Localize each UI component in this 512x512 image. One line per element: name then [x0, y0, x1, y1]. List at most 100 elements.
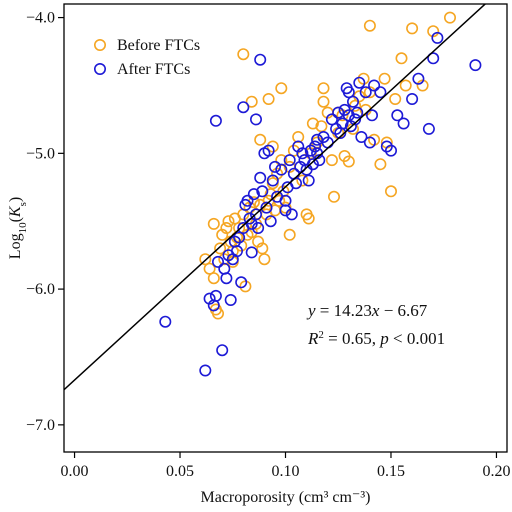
point-after-ftcs	[427, 52, 440, 65]
point-before-ftcs	[292, 131, 305, 144]
y-axis-title-part: s	[17, 202, 29, 206]
point-before-ftcs	[264, 188, 277, 201]
point-before-ftcs	[266, 140, 279, 153]
point-after-ftcs	[252, 222, 265, 235]
fit-statistics-part: = 0.65,	[324, 329, 380, 348]
legend-marker	[94, 38, 107, 51]
point-after-ftcs	[306, 158, 319, 171]
point-after-ftcs	[254, 53, 267, 66]
fit-equation-part: 4	[342, 301, 351, 320]
point-after-ftcs	[256, 185, 269, 198]
point-after-ftcs	[355, 131, 368, 144]
y-tick-label: −5.0	[26, 145, 55, 162]
point-after-ftcs	[289, 177, 302, 190]
point-after-ftcs	[342, 86, 355, 99]
point-after-ftcs	[351, 106, 364, 119]
point-after-ftcs	[209, 289, 222, 302]
point-before-ftcs	[325, 154, 338, 167]
point-after-ftcs	[365, 109, 378, 122]
point-before-ftcs	[306, 117, 319, 130]
point-after-ftcs	[220, 272, 233, 285]
point-before-ftcs	[378, 72, 391, 85]
point-after-ftcs	[359, 86, 372, 99]
fit-statistics-part: p	[379, 329, 389, 348]
x-tick-label: 0.15	[377, 463, 405, 480]
fit-statistics-part: R	[307, 329, 319, 348]
point-after-ftcs	[325, 113, 338, 126]
point-after-ftcs	[209, 114, 222, 127]
fit-equation-part: 7	[419, 301, 428, 320]
y-axis-title-part: 10	[17, 222, 29, 234]
point-after-ftcs	[336, 117, 349, 130]
point-after-ftcs	[304, 144, 317, 157]
point-after-ftcs	[397, 117, 410, 130]
point-after-ftcs	[262, 144, 275, 157]
point-before-ftcs	[233, 222, 246, 235]
fit-equation: y = 14.23x − 6.67	[306, 301, 428, 320]
point-after-ftcs	[342, 109, 355, 122]
point-before-ftcs	[317, 95, 330, 108]
point-after-ftcs	[224, 293, 237, 306]
point-after-ftcs	[346, 95, 359, 108]
y-axis-title-part: (	[7, 217, 24, 222]
point-after-ftcs	[254, 171, 267, 184]
x-tick-label: 0.05	[166, 463, 194, 480]
point-before-ftcs	[384, 185, 397, 198]
point-after-ftcs	[279, 194, 292, 207]
point-after-ftcs	[353, 76, 366, 89]
point-after-ftcs	[212, 255, 225, 268]
fit-equation-part: 6	[410, 301, 419, 320]
legend-marker	[94, 62, 107, 75]
point-after-ftcs	[264, 215, 277, 228]
point-after-ftcs	[216, 344, 229, 357]
x-axis-title: Macroporosity (cm³ cm⁻³)	[201, 489, 371, 506]
point-after-ftcs	[233, 231, 246, 244]
point-after-ftcs	[380, 140, 393, 153]
point-before-ftcs	[327, 190, 340, 203]
point-after-ftcs	[469, 59, 482, 72]
y-tick-label: −7.0	[26, 417, 55, 434]
point-before-ftcs	[214, 242, 227, 255]
point-before-ftcs	[443, 11, 456, 24]
point-after-ftcs	[296, 147, 309, 160]
point-after-ftcs	[159, 315, 172, 328]
point-after-ftcs	[285, 208, 298, 221]
point-before-ftcs	[203, 262, 216, 275]
point-before-ftcs	[262, 93, 275, 106]
point-after-ftcs	[308, 140, 321, 153]
point-before-ftcs	[247, 196, 260, 209]
point-after-ftcs	[237, 101, 250, 114]
point-after-ftcs	[368, 79, 381, 92]
point-before-ftcs	[275, 82, 288, 95]
point-before-ftcs	[296, 174, 309, 187]
point-after-ftcs	[431, 31, 444, 44]
point-before-ftcs	[237, 48, 250, 61]
point-after-ftcs	[247, 188, 260, 201]
y-axis-title: Log10(Ks)	[7, 197, 29, 259]
y-axis-title-part: Log	[7, 233, 24, 259]
point-after-ftcs	[332, 106, 345, 119]
point-after-ftcs	[422, 122, 435, 135]
legend-label: Before FTCs	[117, 37, 200, 54]
fit-equation-part: 2	[355, 301, 364, 320]
fit-equation-part: 6	[398, 301, 407, 320]
fit-equation-part: 1	[334, 301, 343, 320]
point-before-ftcs	[222, 215, 235, 228]
point-after-ftcs	[412, 72, 425, 85]
y-axis-title-part: )	[7, 197, 24, 202]
y-tick-label: −4.0	[26, 10, 55, 27]
point-after-ftcs	[363, 136, 376, 149]
point-after-ftcs	[199, 364, 212, 377]
y-tick-label: −6.0	[26, 281, 55, 298]
point-after-ftcs	[243, 212, 256, 225]
fit-equation-part: 3	[363, 301, 372, 320]
fit-statistics: R2 = 0.65, p < 0.001	[307, 329, 445, 348]
fit-statistics-part: < 0.001	[389, 329, 445, 348]
point-before-ftcs	[258, 253, 271, 266]
point-before-ftcs	[302, 212, 315, 225]
point-after-ftcs	[279, 204, 292, 217]
point-before-ftcs	[399, 79, 412, 92]
fit-equation-part: .	[406, 301, 410, 320]
